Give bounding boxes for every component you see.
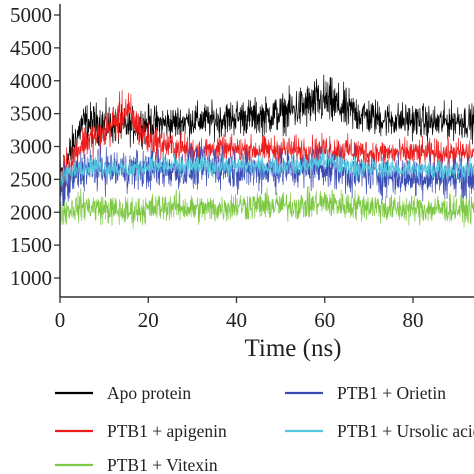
x-tick-label: 60 (314, 308, 335, 332)
series-line-apo-protein (60, 74, 474, 183)
x-tick-label: 20 (138, 308, 159, 332)
series-line-ptb1-ursolic-acid (60, 146, 474, 187)
legend-label-ptb1-orietin: PTB1 + Orietin (337, 383, 446, 403)
axes-layer: 1000 1500 2000 2500 3000 3500 4000 4500 5000 0 20 4… (10, 3, 474, 362)
legend-label-ptb1-apigenin: PTB1 + apigenin (107, 421, 227, 441)
legend-label-apo-protein: Apo protein (107, 383, 191, 403)
x-tick-label: 80 (403, 308, 424, 332)
series-layer (60, 74, 474, 229)
x-tick-label: 40 (226, 308, 247, 332)
y-tick-label: 3500 (10, 102, 52, 126)
legend: Apo protein PTB1 + apigenin PTB1 + Vitexin… (55, 383, 474, 474)
x-axis-title: Time (ns) (244, 335, 341, 362)
series-line-ptb1-vitexin (60, 185, 474, 229)
y-tick-label: 5000 (10, 3, 52, 27)
y-tick-label: 2500 (10, 167, 52, 191)
series-line-ptb1-orietin (60, 135, 474, 207)
y-tick-label: 1500 (10, 233, 52, 257)
y-tick-label: 2000 (10, 200, 52, 224)
x-tick-label: 0 (55, 308, 66, 332)
y-tick-label: 4000 (10, 69, 52, 93)
y-tick-label: 1000 (10, 266, 52, 290)
legend-label-ptb1-vitexin: PTB1 + Vitexin (107, 455, 218, 474)
legend-label-ptb1-ursolic-acid: PTB1 + Ursolic acid (337, 421, 474, 441)
y-tick-label: 4500 (10, 36, 52, 60)
y-tick-label: 3000 (10, 135, 52, 159)
